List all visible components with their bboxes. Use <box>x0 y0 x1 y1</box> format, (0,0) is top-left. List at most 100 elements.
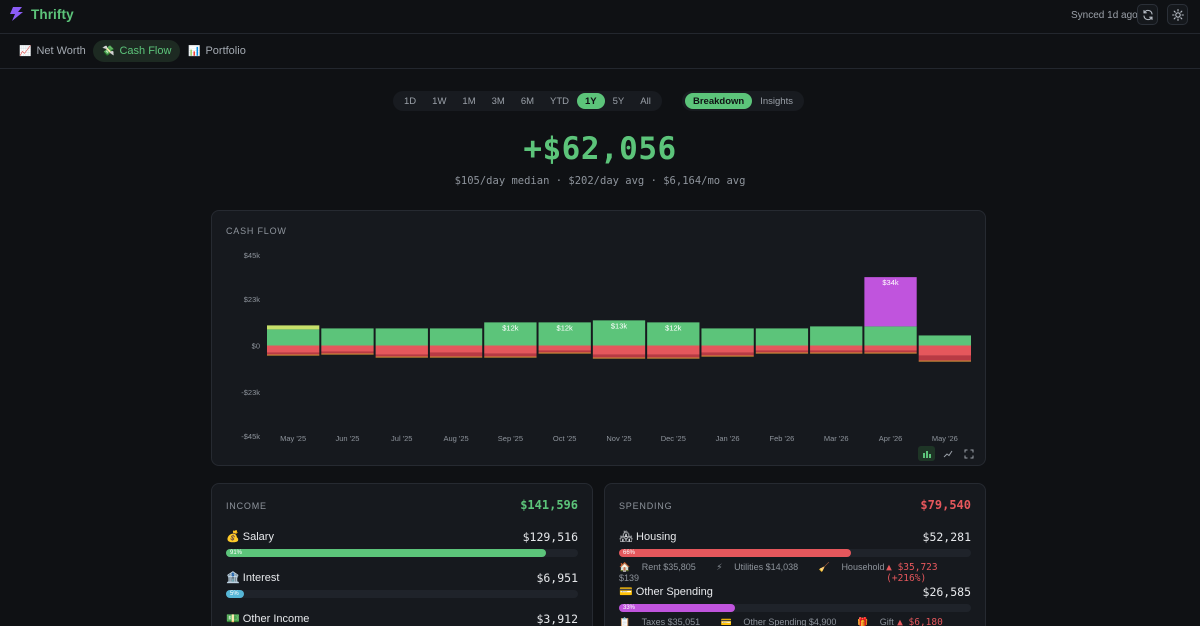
line-view-button[interactable] <box>939 446 956 461</box>
cash-flow-bar-segment <box>321 353 374 355</box>
cash-flow-bar-segment <box>429 352 483 357</box>
cash-flow-bar-segment <box>321 328 374 346</box>
cash-flow-bar-segment <box>592 345 646 355</box>
y-tick-label: $23k <box>244 295 261 304</box>
bank-icon: 🏦 <box>226 572 240 584</box>
cash-flow-bar-segment <box>267 354 320 356</box>
main-nav: 📈 Net Worth 💸 Cash Flow 📊 Portfolio <box>0 35 1200 69</box>
view-insights[interactable]: Insights <box>760 95 793 107</box>
range-all[interactable]: All <box>640 95 651 107</box>
tab-label: Net Worth <box>36 45 86 57</box>
cash-flow-bar-segment <box>918 355 971 361</box>
cash-flow-bar-segment <box>538 322 591 346</box>
house-icon: 🏠 <box>619 562 631 572</box>
app-name: Thrifty <box>31 6 74 22</box>
tab-net-worth[interactable]: 📈 Net Worth <box>10 40 95 62</box>
fullscreen-button[interactable] <box>960 446 977 461</box>
gift-icon: 🎁 <box>856 617 869 626</box>
cash-flow-bar-segment <box>484 345 537 354</box>
sync-status: Synced 1d ago <box>1071 10 1138 21</box>
subcategory-household[interactable]: 🧹 Household $139 <box>619 562 885 583</box>
share-bar-fill <box>226 590 244 598</box>
houses-icon: 🏘 <box>619 531 633 543</box>
cash-flow-bar-segment <box>864 350 917 353</box>
line-chart-icon <box>943 450 952 457</box>
view-selector: Breakdown Insights <box>682 91 804 111</box>
range-1w[interactable]: 1W <box>432 95 447 107</box>
change-delta: ▲ $6,180 (+30%) <box>897 617 943 626</box>
spending-row-housing[interactable]: 🏘 Housing $52,281 66% 🏠 Rent $35,805 ⚡ U… <box>619 530 971 584</box>
cash-flow-bar-segment <box>810 352 863 354</box>
x-tick-label: May '26 <box>932 434 958 443</box>
income-row-other[interactable]: 💵 Other Income $3,912 <box>226 612 578 626</box>
cash-flow-bar-segment <box>701 355 754 357</box>
spending-row-other[interactable]: 💳 Other Spending $26,585 33% 📋 Taxes $35… <box>619 585 971 626</box>
income-row-interest[interactable]: 🏦 Interest $6,951 5% <box>226 571 578 598</box>
range-6m[interactable]: 6M <box>520 95 535 107</box>
sun-icon <box>1171 8 1184 21</box>
range-ytd[interactable]: YTD <box>550 95 570 107</box>
cash-flow-bar-segment <box>755 350 809 353</box>
subcategory-taxes[interactable]: 📋 Taxes $35,051 <box>619 617 701 626</box>
category-label: Housing <box>636 531 677 543</box>
tab-label: Portfolio <box>205 45 246 57</box>
y-tick-label: -$45k <box>241 432 260 441</box>
tab-cash-flow[interactable]: 💸 Cash Flow <box>93 40 181 62</box>
income-card: INCOME $141,596 💰 Salary $129,516 91% 🏦 … <box>211 483 593 626</box>
cash-flow-bar-segment <box>429 356 483 358</box>
subcategory-utilities[interactable]: ⚡ Utilities $14,038 <box>716 562 799 572</box>
net-cash-flow-total: +$62,056 <box>523 131 677 167</box>
view-breakdown[interactable]: Breakdown <box>685 93 753 109</box>
share-bar: 33% <box>619 604 971 612</box>
range-1d[interactable]: 1D <box>404 95 417 107</box>
bar-value-label: $12k <box>502 323 519 332</box>
cash-flow-bar-segment <box>864 326 917 346</box>
range-selector: 1D 1W 1M 3M 6M YTD 1Y 5Y All <box>393 91 662 111</box>
app-logo[interactable]: Thrifty <box>9 6 74 22</box>
share-percent: 5% <box>230 591 239 597</box>
cash-flow-chart-card: CASH FLOW $45k $23k $0 -$23k -$45k May '25 Jun… <box>211 210 986 466</box>
spending-total: $79,540 <box>920 498 971 512</box>
y-tick-label: $45k <box>244 251 261 260</box>
range-5y[interactable]: 5Y <box>612 95 625 107</box>
subcategory-rent[interactable]: 🏠 Rent $35,805 <box>619 562 696 572</box>
bar-chart-icon <box>922 450 931 458</box>
cash-flow-bar-segment <box>538 352 591 354</box>
bar-view-button[interactable] <box>918 446 935 461</box>
y-tick-label: -$23k <box>241 388 260 397</box>
x-tick-label: Jun '25 <box>335 434 359 443</box>
spending-card: SPENDING $79,540 🏘 Housing $52,281 66% 🏠… <box>604 483 986 626</box>
cash-flow-bar-segment <box>321 345 374 352</box>
avg-per-month: $6,164/mo avg <box>663 175 746 187</box>
cash-flow-bar-segment <box>592 320 646 346</box>
subcategory-gift[interactable]: 🎁 Gift $4,009 <box>856 617 894 626</box>
tab-portfolio[interactable]: 📊 Portfolio <box>179 40 255 62</box>
cash-flow-bar-segment <box>918 345 971 356</box>
range-1y[interactable]: 1Y <box>577 93 605 109</box>
subcategory-other-spending[interactable]: 💳 Other Spending $4,900 <box>720 617 837 626</box>
cash-flow-chart[interactable]: $45k $23k $0 -$23k -$45k May '25 Jun '25 Jul '2… <box>212 211 987 467</box>
x-tick-label: Aug '25 <box>443 434 468 443</box>
range-1m[interactable]: 1M <box>462 95 476 107</box>
cash-flow-bar-segment <box>321 351 374 354</box>
x-tick-label: Jul '25 <box>391 434 412 443</box>
x-tick-label: Apr '26 <box>879 434 903 443</box>
refresh-button[interactable] <box>1137 4 1158 25</box>
x-tick-label: Jan '26 <box>716 434 740 443</box>
x-tick-label: May '25 <box>280 434 306 443</box>
cash-flow-bar-segment <box>538 350 591 353</box>
share-percent: 91% <box>230 550 243 556</box>
cash-flow-bar-segment <box>538 345 591 351</box>
spending-title: SPENDING <box>619 501 673 511</box>
income-row-salary[interactable]: 💰 Salary $129,516 91% <box>226 530 578 557</box>
cash-flow-bar-segment <box>592 354 646 358</box>
cash-flow-bar-segment <box>864 352 917 354</box>
median-per-day: $105/day median <box>454 175 550 187</box>
share-bar-fill <box>619 549 852 557</box>
share-percent: 66% <box>623 550 636 556</box>
theme-toggle-button[interactable] <box>1167 4 1188 25</box>
cash-flow-bar-segment <box>484 322 537 346</box>
category-amount: $52,281 <box>922 530 971 544</box>
cash-flow-bar-segment <box>918 360 971 362</box>
range-3m[interactable]: 3M <box>491 95 505 107</box>
